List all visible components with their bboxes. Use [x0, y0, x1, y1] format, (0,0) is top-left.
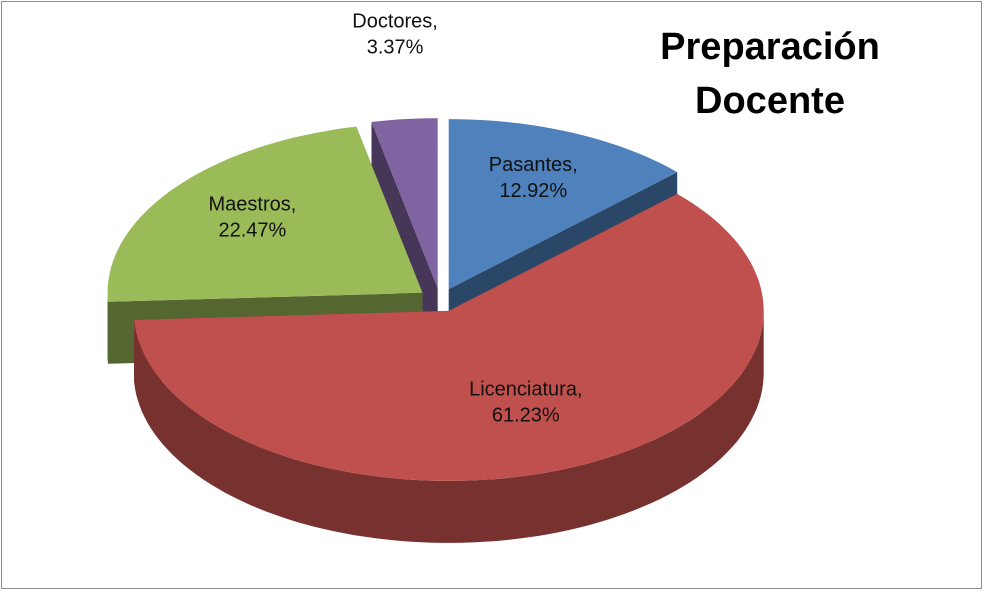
data-label: Licenciatura, 61.23% [469, 379, 582, 427]
value-label: 61.23% [492, 405, 560, 427]
category-label: Pasantes [489, 154, 572, 176]
slice [371, 118, 438, 289]
value-label: 3.37% [367, 36, 424, 58]
category-label: Doctores [352, 10, 432, 32]
slice [107, 126, 423, 302]
data-label: Pasantes, 12.92% [489, 154, 578, 202]
chart-title: Preparación Docente [660, 26, 880, 122]
data-label: Doctores, 3.37% [352, 10, 438, 58]
data-label: Maestros, 22.47% [208, 194, 296, 242]
slice-wall [134, 310, 764, 543]
value-label: 22.47% [218, 220, 286, 242]
slice [448, 119, 678, 290]
value-label: 12.92% [499, 180, 567, 202]
label-separator: , [291, 194, 297, 216]
slice [134, 193, 764, 481]
category-label: Licenciatura [469, 379, 578, 401]
label-separator: , [572, 154, 578, 176]
label-separator: , [432, 10, 438, 32]
slice-wall [107, 292, 108, 364]
label-separator: , [577, 379, 583, 401]
category-label: Maestros [208, 194, 290, 216]
